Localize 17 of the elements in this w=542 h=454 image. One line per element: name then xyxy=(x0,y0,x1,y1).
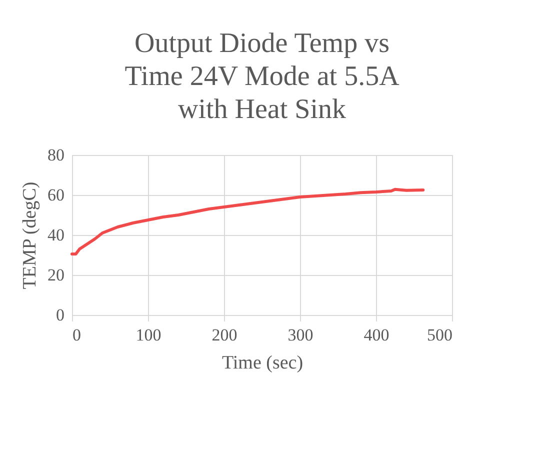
x-tick-label: 400 xyxy=(364,326,390,344)
line-series xyxy=(70,188,425,256)
x-axis-title: Time (sec) xyxy=(222,352,304,374)
x-tick-label: 300 xyxy=(288,326,314,344)
text: Time 24V Mode at 5.5A xyxy=(124,61,400,92)
y-tick-label: 60 xyxy=(48,186,64,204)
y-tick-label: 80 xyxy=(48,146,64,164)
x-tick-label: 500 xyxy=(427,326,452,344)
y-tick-label: 0 xyxy=(56,306,64,324)
text: with Heat Sink xyxy=(178,94,346,125)
text: Output Diode Temp vs xyxy=(134,28,390,59)
y-axis-title: TEMP (degC) xyxy=(20,182,40,290)
y-tick-label: 40 xyxy=(48,226,64,244)
x-tick-label: 100 xyxy=(136,326,162,344)
y-tick-label: 20 xyxy=(48,266,64,284)
x-tick-label: 0 xyxy=(72,326,81,344)
x-tick-label: 200 xyxy=(212,326,238,344)
